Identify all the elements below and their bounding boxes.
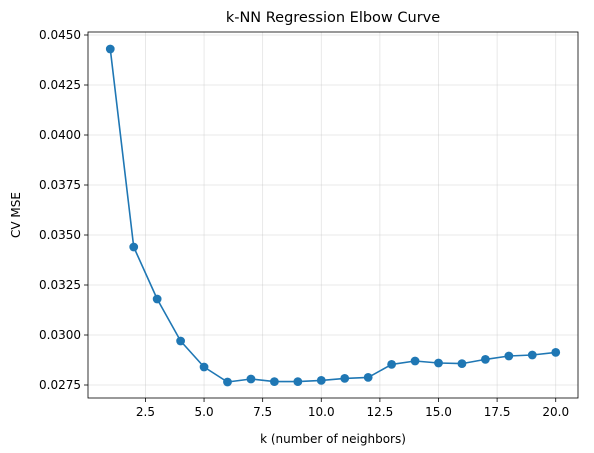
y-axis-label: CV MSE <box>9 192 23 238</box>
data-point <box>387 360 397 369</box>
x-tick-label: 20.0 <box>542 405 569 419</box>
series-line <box>109 48 556 383</box>
data-point <box>269 377 279 386</box>
y-tick-label: 0.0275 <box>39 378 81 392</box>
x-tick-label: 5.0 <box>195 405 214 419</box>
y-tick-label: 0.0375 <box>39 178 81 192</box>
data-point <box>199 362 209 372</box>
data-point <box>410 356 420 366</box>
plot-frame <box>87 31 579 399</box>
data-point <box>340 374 350 383</box>
data-point <box>246 374 256 384</box>
y-tick-label: 0.0325 <box>39 278 81 292</box>
y-tick-label: 0.0425 <box>39 78 81 92</box>
x-axis-label: k (number of neighbors) <box>260 432 406 446</box>
data-point <box>457 359 467 368</box>
data-point <box>551 348 561 357</box>
data-point <box>129 242 139 252</box>
x-tick-label: 10.0 <box>308 405 335 419</box>
y-tick-label: 0.0400 <box>39 128 81 142</box>
x-tick-label: 12.5 <box>367 405 394 419</box>
x-tick-label: 17.5 <box>484 405 511 419</box>
data-point <box>434 358 443 368</box>
chart-title: k-NN Regression Elbow Curve <box>226 10 440 26</box>
y-tick-label: 0.0300 <box>39 328 81 342</box>
x-axis: 2.5 5.0 7.5 10.0 12.5 15.0 17.5 20.0 <box>136 398 569 419</box>
y-tick-label: 0.0450 <box>39 28 81 42</box>
data-point <box>293 377 303 386</box>
x-tick-label: 15.0 <box>425 405 452 419</box>
series-layer <box>105 44 561 387</box>
data-point <box>480 355 490 364</box>
data-point <box>176 336 186 346</box>
x-tick-label: 2.5 <box>136 405 155 419</box>
y-axis: 0.0275 0.0300 0.0325 0.0350 0.0375 0.0400 0.04… <box>39 28 88 392</box>
data-point <box>316 376 326 385</box>
data-point <box>363 373 373 382</box>
grid <box>88 32 578 398</box>
data-point <box>152 294 162 304</box>
data-point <box>105 44 115 54</box>
data-point <box>504 351 514 361</box>
x-tick-label: 7.5 <box>253 405 272 419</box>
y-tick-label: 0.0350 <box>39 228 81 242</box>
data-point <box>223 377 232 387</box>
data-point <box>527 350 537 360</box>
